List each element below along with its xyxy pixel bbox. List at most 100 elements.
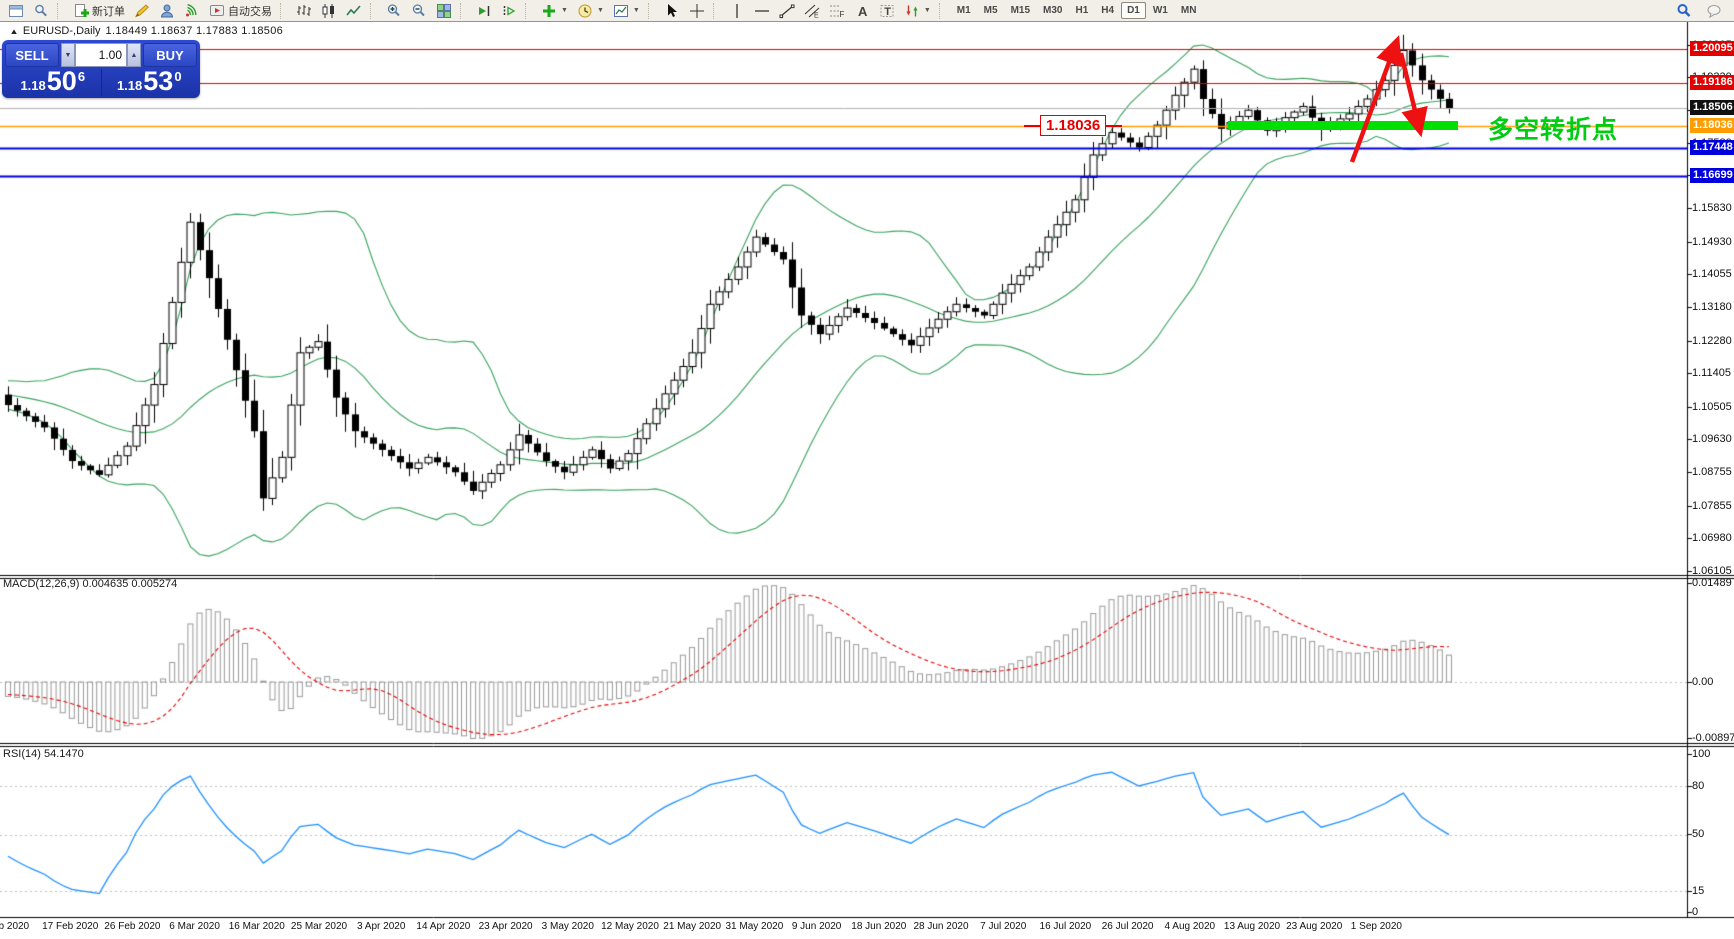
date-tick-label: 26 Feb 2020 [104,921,161,932]
date-tick-label: 13 Aug 2020 [1223,921,1281,932]
timeframe-h1-button[interactable]: H1 [1075,5,1089,16]
arrow-objects-icon [904,3,920,19]
timeframe-m5-button[interactable]: M5 [983,5,998,16]
buy-button[interactable]: BUY [143,43,197,67]
date-tick-label: 25 Mar 2020 [290,921,348,932]
auto-scroll-icon [476,3,492,19]
toolbar-separator [938,2,947,19]
templates-button[interactable]: ▼ [609,1,644,21]
vertical-line-button[interactable] [725,1,749,21]
buy-price-display[interactable]: 1.18 53 0 [102,66,198,96]
pivot-price-label[interactable]: 1.18036 [1023,115,1123,136]
search-button[interactable] [1672,1,1696,21]
auto-trading-button[interactable]: 自动交易 [205,1,276,21]
chevron-down-icon: ▼ [596,7,604,14]
profile-button[interactable] [155,1,179,21]
line-chart-button[interactable] [342,1,366,21]
zoom-out-button[interactable] [407,1,431,21]
indicators-button[interactable]: ▼ [537,1,572,21]
horizontal-line-icon [754,3,770,19]
chart-shift-icon [501,3,517,19]
price-tick-label: 1.12280 [1692,334,1732,347]
timeframe-h4-button[interactable]: H4 [1101,5,1115,16]
macd-scale-label: 0.00 [1692,676,1714,688]
turning-point-label[interactable]: 多空转折点 [1488,116,1619,144]
sell-price-display[interactable]: 1.18 50 6 [5,68,102,96]
price-tick-label: 1.06105 [1692,565,1732,577]
periods-button[interactable]: ▼ [573,1,608,21]
text-icon: A [854,3,870,19]
zoom-in-icon [386,3,402,19]
timeframe-m15-button[interactable]: M15 [1010,5,1031,16]
tile-windows-icon [436,3,452,19]
crayon-button[interactable] [130,1,154,21]
price-level-label: 1.19186 [1690,74,1734,90]
timeframe-mn-button[interactable]: MN [1180,5,1197,16]
arrow-objects-button[interactable]: ▼ [900,1,935,21]
signals-icon [184,3,200,19]
date-tick-label: 31 May 2020 [725,921,784,932]
charts-window-button[interactable] [4,1,28,21]
trade-panel-toggle-icon[interactable]: ▲ [9,26,19,36]
macd-scale-label: 0.01489 [1692,577,1732,589]
trend-line-button[interactable] [775,1,799,21]
profile-icon [159,3,175,19]
line-chart-icon [346,3,362,19]
symbol-line: ▲ EURUSD-,Daily 1.18449 1.18637 1.17883 … [9,25,283,37]
cursor-button[interactable] [660,1,684,21]
horizontal-line-button[interactable] [750,1,774,21]
zoom-in-button[interactable] [382,1,406,21]
auto-trading-label: 自动交易 [228,5,272,18]
crosshair-icon [689,3,705,19]
impulse-arrow[interactable] [1330,35,1460,175]
auto-trading-icon [209,3,225,19]
toolbar-separator [280,2,288,19]
signals-button[interactable] [180,1,204,21]
price-tick-label: 1.10505 [1692,400,1732,413]
price-level-label: 1.16699 [1690,167,1734,183]
timeframe-d1-button[interactable]: D1 [1121,2,1146,19]
text-button[interactable]: A [850,1,874,21]
price-tick-label: 1.06980 [1692,532,1732,545]
new-order-icon [73,3,89,19]
chat-button[interactable] [1702,1,1726,21]
volume-input[interactable]: 1.00 [75,43,127,67]
price-chart-canvas[interactable] [0,22,1734,939]
date-tick-label: 3 May 2020 [541,921,594,932]
volume-decrease-button[interactable]: ▼ [61,43,75,67]
timeframe-m30-button[interactable]: M30 [1043,5,1063,16]
fibonacci-retracement-button[interactable]: F [825,1,849,21]
text-label-button[interactable]: T [875,1,899,21]
chart-area: ▲ EURUSD-,Daily 1.18449 1.18637 1.17883 … [0,22,1734,939]
new-order-button[interactable]: 新订单 [69,1,129,21]
bar-chart-button[interactable] [292,1,316,21]
price-tick-label: 1.13180 [1692,300,1732,313]
timeframe-m1-button[interactable]: M1 [956,5,971,16]
auto-scroll-button[interactable] [472,1,496,21]
chevron-down-icon: ▼ [632,7,640,14]
volume-increase-button[interactable]: ▲ [127,43,141,67]
date-tick-label: 16 Mar 2020 [228,921,285,932]
tile-windows-button[interactable] [432,1,456,21]
new-order-label: 新订单 [92,5,125,18]
date-tick-label: 3 Apr 2020 [357,921,406,932]
market-watch-search-button[interactable] [29,1,53,21]
equidistant-channel-button[interactable]: E [800,1,824,21]
rsi-indicator-label: RSI(14) 54.1470 [3,748,84,760]
chart-shift-button[interactable] [497,1,521,21]
buy-price-big: 53 [143,66,174,96]
candlestick-chart-button[interactable] [317,1,341,21]
date-tick-label: 28 Jun 2020 [913,921,969,932]
support-zone-bar[interactable] [1228,121,1458,130]
text-label-icon: T [879,3,895,19]
toolbar: 新订单 自动交易 ▼ ▼ ▼ E F A T ▼ M1 M5 M15 M30 H1 H4 D1 W1 MN [0,0,1734,22]
svg-text:T: T [884,6,891,18]
macd-scale-label: -0.008977 [1692,732,1734,744]
sell-button[interactable]: SELL [5,43,59,67]
timeframe-w1-button[interactable]: W1 [1152,5,1168,16]
crosshair-button[interactable] [685,1,709,21]
time-axis[interactable]: Feb 2020 17 Feb 2020 26 Feb 2020 6 Mar 2020… [0,918,1687,939]
crayon-icon [134,3,150,19]
date-tick-label: 18 Jun 2020 [851,921,907,932]
toolbar-separator [647,2,656,19]
